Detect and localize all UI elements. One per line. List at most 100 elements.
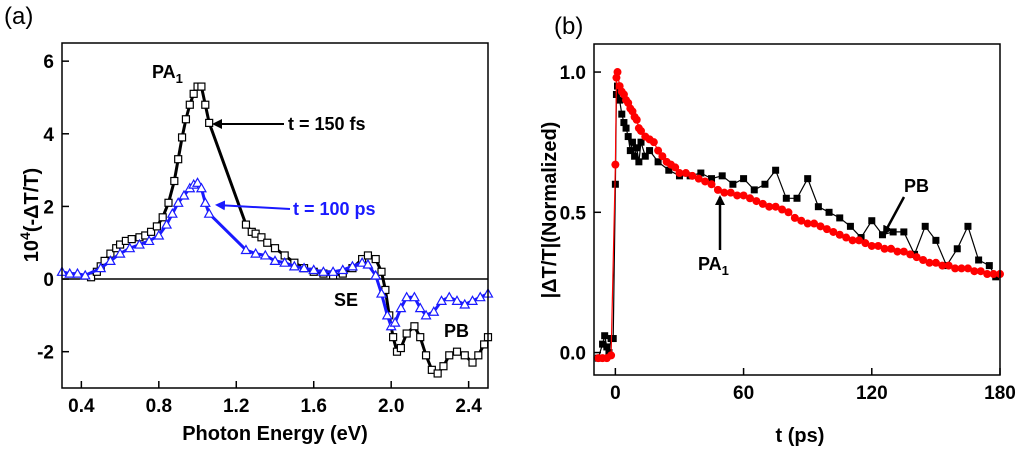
chart-a-xtick-label: 2.4 [455,396,482,417]
data-point [189,89,198,98]
data-point [371,254,380,264]
data-point [445,351,454,360]
data-point [416,333,425,342]
data-point [771,202,780,211]
data-point [921,222,929,230]
chart-a-ytick-label: -2 [37,343,54,364]
data-point [822,225,831,234]
data-point [71,267,84,278]
data-point [203,207,215,218]
data-point [197,82,206,91]
data-point [480,340,489,349]
data-point [804,175,812,183]
data-point [726,188,735,197]
data-point [880,244,889,253]
chart-a-series-0 [86,82,493,378]
chart-b-series-0 [594,82,1000,362]
annot-pa1-a: PA1 [152,62,183,86]
data-point [337,264,349,275]
chart-a-xtick-label: 2.0 [378,396,404,417]
data-point [925,258,934,267]
data-point [468,358,477,367]
chart-b-xtick-label: 120 [856,383,888,404]
data-point [654,158,662,166]
data-point [739,191,748,200]
chart-a: (a) 0.4 0.8 1.2 1.6 2.0 2.4 -2 0 2 4 6 Photon Ener… [4,3,494,445]
data-point [611,160,620,169]
data-point [906,250,915,259]
chart-b-xtick-label: 180 [984,383,1016,404]
data-point [143,235,155,246]
data-point [868,217,876,225]
data-point [626,147,634,155]
chart-b-ticks: 0 60 120 180 0.0 0.5 1.0 [560,63,1016,404]
data-point [635,158,643,166]
data-point [628,138,636,146]
data-point [932,236,940,244]
data-point [931,258,940,267]
data-point [985,262,993,270]
data-point [624,133,632,141]
data-point [114,247,126,258]
data-point [146,227,156,236]
chart-b-ytick-label: 1.0 [560,63,586,84]
chart-a-ylabel-quantity: (-ΔT/T) [21,168,43,232]
data-point [964,222,972,230]
data-point [938,261,947,270]
data-point [362,258,374,269]
chart-a-plot [56,82,494,378]
data-point [878,231,886,239]
chart-a-xtick-label: 1.6 [301,396,327,417]
data-point [474,291,486,302]
data-point [694,174,703,183]
data-point [675,169,684,178]
data-point [402,329,411,338]
data-point [713,185,722,194]
data-point [381,309,393,320]
annot-pa1-b-sub: 1 [722,263,729,278]
data-point [784,208,793,217]
data-point [854,236,863,245]
chart-b-series-line [598,71,1000,359]
data-point [270,244,280,253]
chart-b-frame [593,43,1001,376]
data-point [474,351,483,360]
data-point [912,253,921,262]
data-point [944,261,953,270]
data-point [466,295,479,305]
data-point [601,332,609,340]
data-point [975,256,983,264]
data-point [842,233,851,242]
data-point [408,291,420,302]
data-point [158,213,167,222]
data-point [460,351,469,360]
data-point [778,205,787,214]
chart-b-ytick-label: 0.0 [560,344,586,365]
data-point [848,236,857,245]
data-point [356,256,368,267]
data-point [899,247,908,256]
data-point [816,222,825,231]
data-point [718,172,726,180]
data-point [395,302,407,313]
data-point [436,295,448,305]
data-point [957,264,966,273]
data-point [633,144,641,152]
data-point [637,126,646,135]
data-point [740,175,748,183]
annot-se: SE [334,290,358,310]
data-point [613,68,622,77]
data-point [201,100,210,109]
chart-b-series-1 [594,68,1004,363]
data-point [665,166,673,174]
chart-b: (b) 0 60 120 180 0.0 0.5 1.0 t (ps) |ΔT/T|(Nor… [539,13,1016,447]
data-point [797,216,806,225]
data-point [861,239,870,248]
data-point [421,351,431,360]
data-point [846,222,854,230]
chart-b-xtick-label: 0 [610,383,621,404]
data-point [104,255,116,265]
data-point [622,124,630,132]
data-point [164,198,173,207]
